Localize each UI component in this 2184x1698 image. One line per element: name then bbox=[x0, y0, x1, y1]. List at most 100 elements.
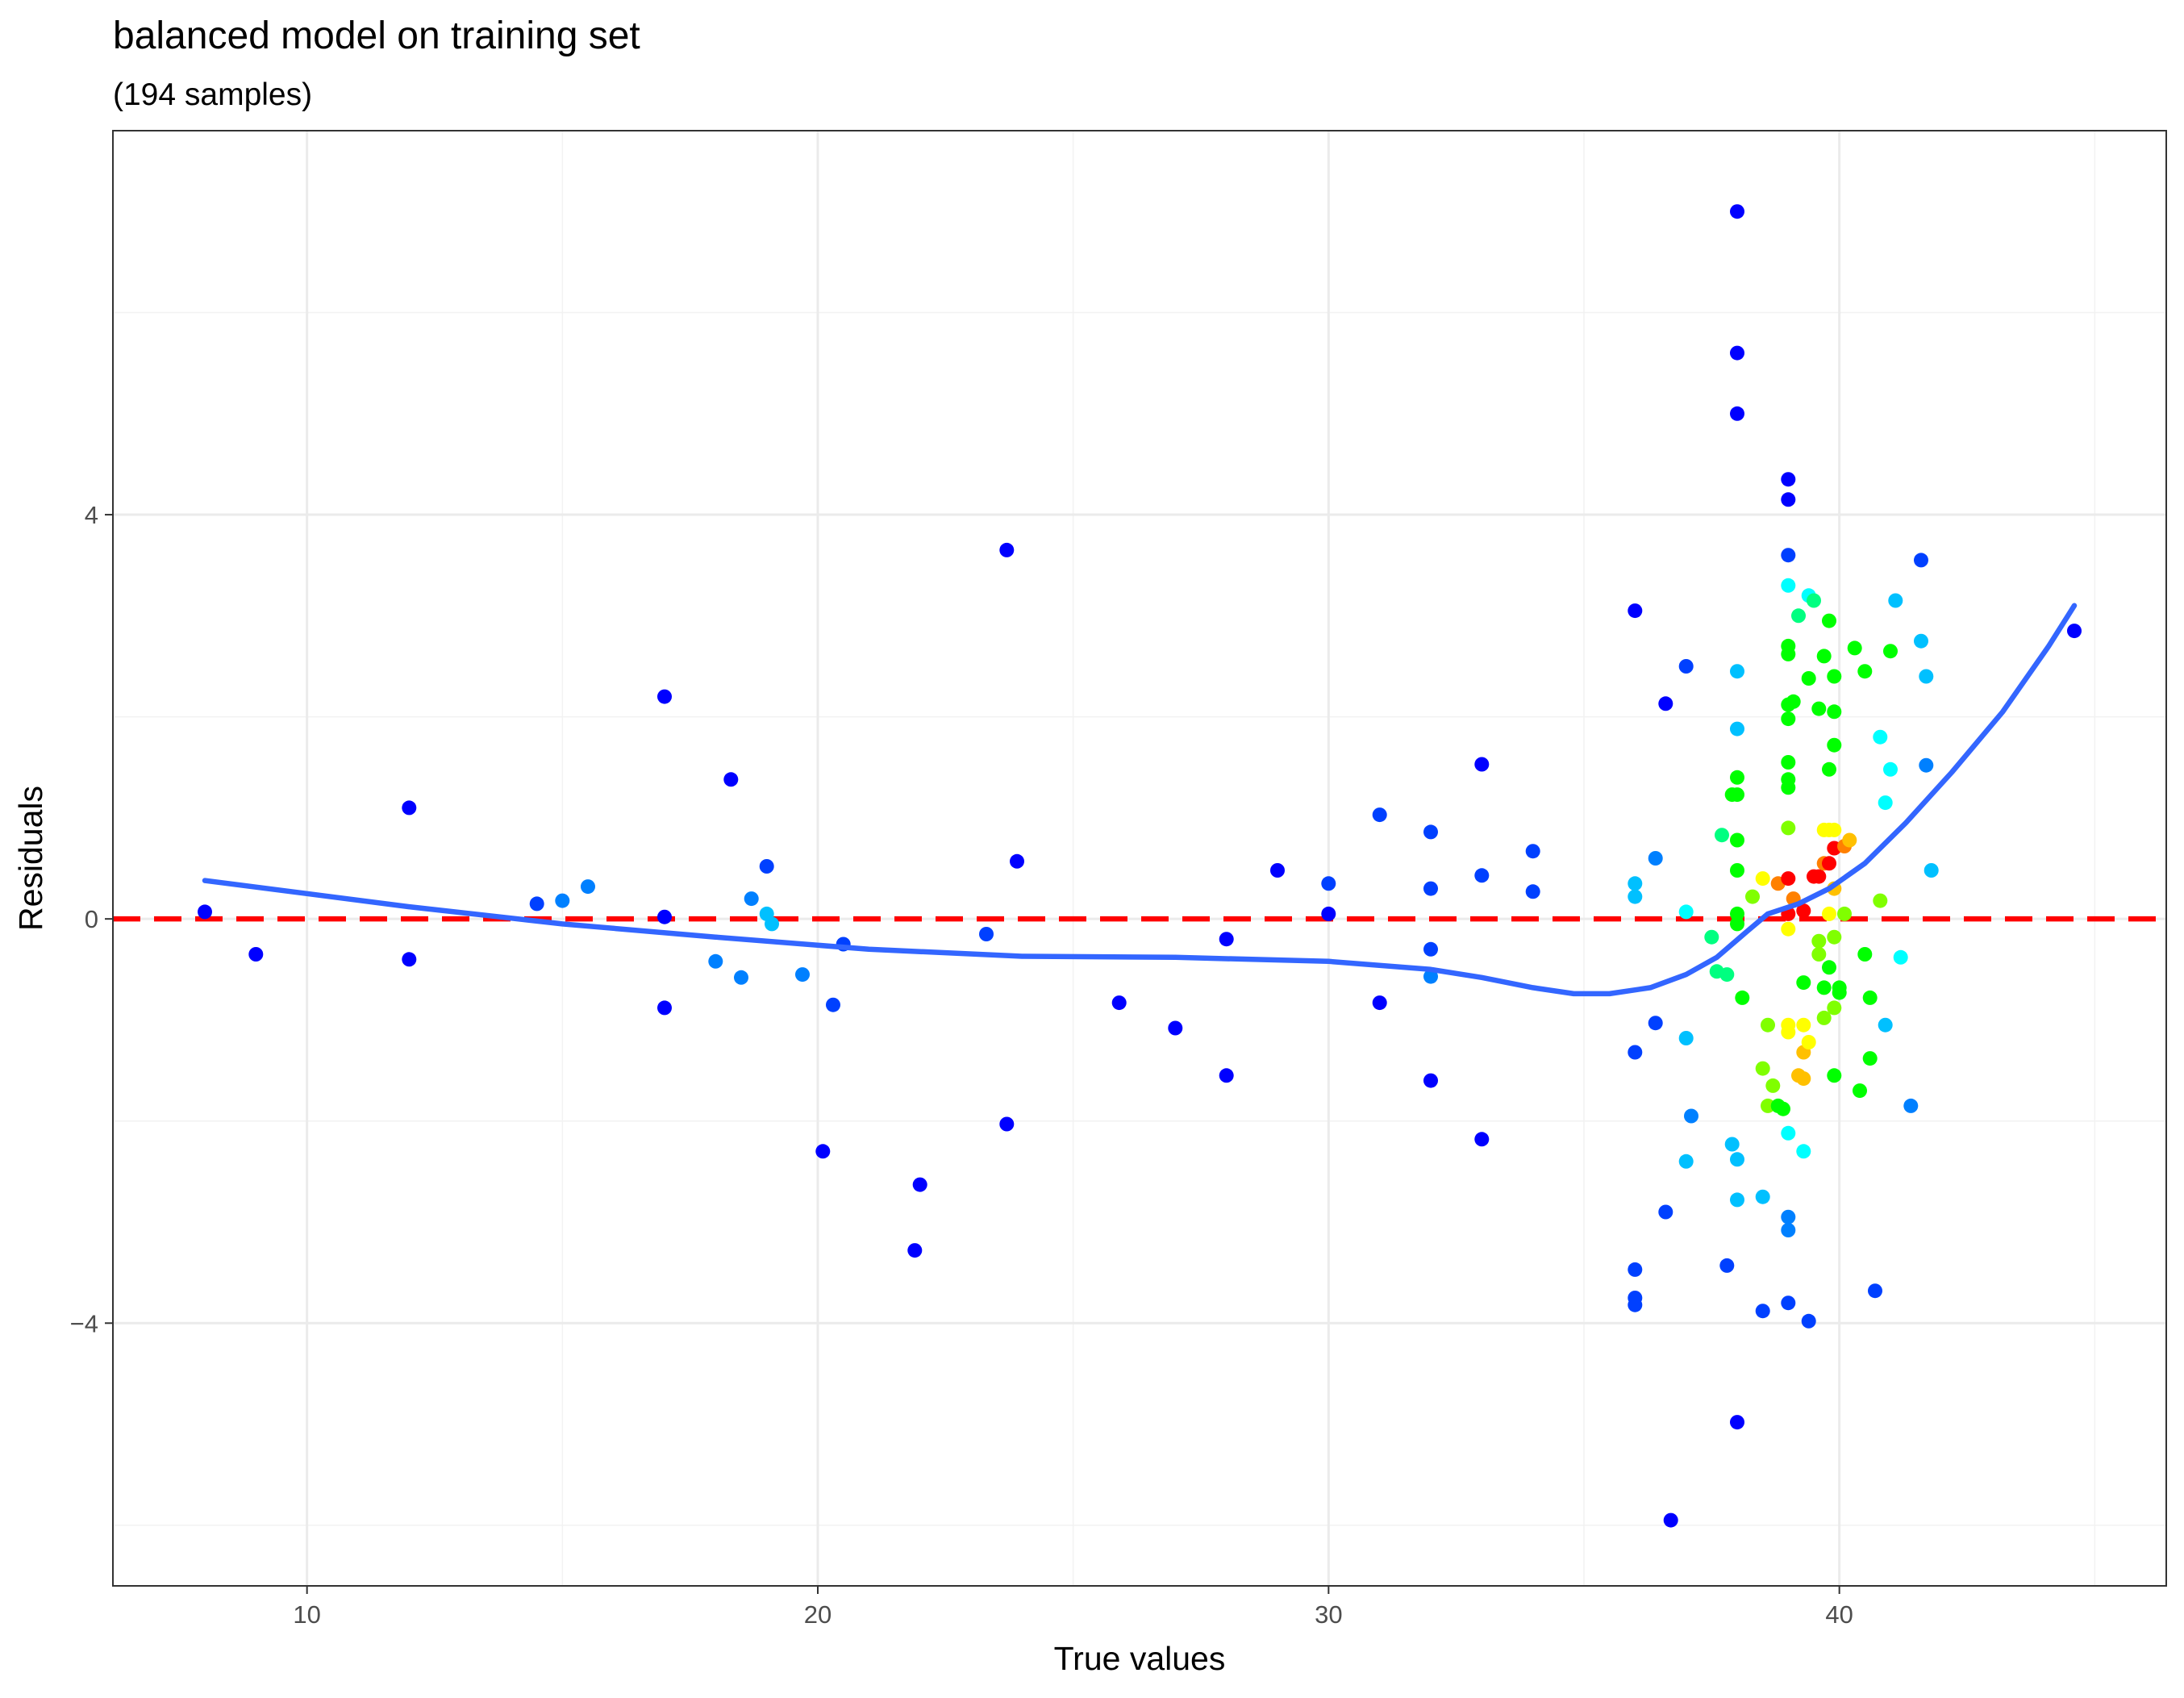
data-point bbox=[248, 947, 264, 962]
data-point bbox=[1914, 553, 1928, 568]
data-point bbox=[1816, 980, 1832, 995]
data-point bbox=[1914, 633, 1928, 649]
data-point bbox=[1781, 1295, 1796, 1311]
data-point bbox=[999, 542, 1015, 557]
data-point bbox=[1658, 1204, 1673, 1220]
data-point bbox=[1745, 889, 1760, 904]
data-point bbox=[1903, 1098, 1919, 1113]
data-point bbox=[1423, 824, 1438, 840]
data-point bbox=[1658, 696, 1673, 711]
data-point bbox=[1474, 868, 1490, 883]
data-point bbox=[1878, 1017, 1893, 1033]
x-tick-label: 20 bbox=[804, 1600, 832, 1629]
data-point bbox=[1474, 1132, 1490, 1147]
data-point bbox=[1822, 856, 1836, 871]
data-point bbox=[1847, 640, 1862, 656]
data-point bbox=[1010, 853, 1024, 869]
chart-title: balanced model on training set bbox=[113, 15, 640, 57]
data-point bbox=[1781, 646, 1796, 661]
data-point bbox=[1628, 876, 1643, 891]
data-point bbox=[1423, 941, 1438, 957]
data-point bbox=[555, 893, 570, 908]
data-point bbox=[1423, 969, 1438, 984]
y-axis-title: Residuals bbox=[12, 786, 49, 931]
data-point bbox=[1663, 1512, 1678, 1528]
data-point bbox=[1832, 980, 1847, 995]
y-tick-label: −4 bbox=[70, 1309, 98, 1337]
data-point bbox=[1786, 694, 1801, 709]
data-point bbox=[1827, 669, 1842, 684]
data-point bbox=[759, 859, 774, 874]
data-point bbox=[1372, 995, 1387, 1011]
data-point bbox=[1730, 204, 1744, 219]
data-point bbox=[1781, 820, 1796, 836]
data-point bbox=[1873, 893, 1888, 908]
data-point bbox=[999, 1116, 1015, 1132]
data-point bbox=[1827, 704, 1842, 720]
data-point bbox=[1730, 1152, 1744, 1167]
data-point bbox=[1270, 863, 1285, 878]
data-point bbox=[1801, 1313, 1816, 1329]
data-point bbox=[1730, 345, 1744, 361]
data-point bbox=[1862, 1051, 1878, 1066]
data-point bbox=[1781, 1125, 1796, 1141]
x-axis-title: True values bbox=[1054, 1640, 1226, 1677]
data-point bbox=[734, 970, 748, 985]
data-point bbox=[1781, 871, 1796, 887]
data-point bbox=[1730, 906, 1744, 921]
data-point bbox=[657, 1000, 672, 1016]
data-point bbox=[1321, 876, 1336, 891]
x-tick-label: 30 bbox=[1315, 1600, 1342, 1629]
data-point bbox=[1423, 881, 1438, 896]
data-point bbox=[723, 772, 739, 787]
data-point bbox=[1796, 903, 1811, 919]
data-point bbox=[1822, 906, 1836, 921]
y-tick-label: 4 bbox=[85, 501, 98, 529]
data-point bbox=[826, 997, 840, 1012]
data-point bbox=[1857, 664, 1873, 679]
data-point bbox=[1730, 1192, 1744, 1208]
data-point bbox=[1761, 1098, 1775, 1113]
data-point bbox=[1704, 929, 1719, 945]
data-point bbox=[1474, 757, 1490, 772]
data-point bbox=[912, 1177, 927, 1192]
data-point bbox=[744, 891, 759, 907]
x-tick-label: 40 bbox=[1825, 1600, 1853, 1629]
data-point bbox=[1628, 603, 1643, 619]
data-point bbox=[1801, 671, 1816, 686]
data-point bbox=[1755, 1061, 1770, 1076]
data-point bbox=[1321, 906, 1336, 921]
data-point bbox=[1730, 721, 1744, 736]
data-point bbox=[1719, 967, 1735, 983]
data-point bbox=[1755, 1189, 1770, 1204]
data-point bbox=[1822, 960, 1836, 975]
data-point bbox=[1883, 761, 1898, 777]
data-point bbox=[1827, 737, 1842, 753]
data-point bbox=[1730, 916, 1744, 932]
data-point bbox=[1811, 933, 1827, 949]
data-point bbox=[1857, 947, 1873, 962]
data-point bbox=[1781, 492, 1796, 507]
data-point bbox=[1423, 1073, 1438, 1088]
x-axis-ticks: 10 20 30 40 bbox=[293, 1586, 1853, 1629]
data-point bbox=[1781, 921, 1796, 937]
data-point bbox=[1862, 990, 1878, 1005]
data-point bbox=[1730, 664, 1744, 679]
data-point bbox=[1776, 1101, 1790, 1116]
panel-border bbox=[112, 130, 2167, 1587]
data-point bbox=[1648, 851, 1663, 866]
data-point bbox=[1730, 832, 1744, 848]
data-point bbox=[1525, 844, 1540, 859]
data-point bbox=[1781, 780, 1796, 795]
data-point bbox=[1372, 807, 1387, 823]
smooth-trend-line-group bbox=[202, 603, 2078, 997]
y-tick-label: 0 bbox=[85, 905, 98, 933]
data-point bbox=[1827, 929, 1842, 945]
data-point bbox=[1678, 1154, 1694, 1169]
data-point bbox=[1781, 755, 1796, 770]
data-point bbox=[1791, 608, 1806, 624]
data-point bbox=[765, 916, 779, 932]
data-point bbox=[1781, 548, 1796, 563]
